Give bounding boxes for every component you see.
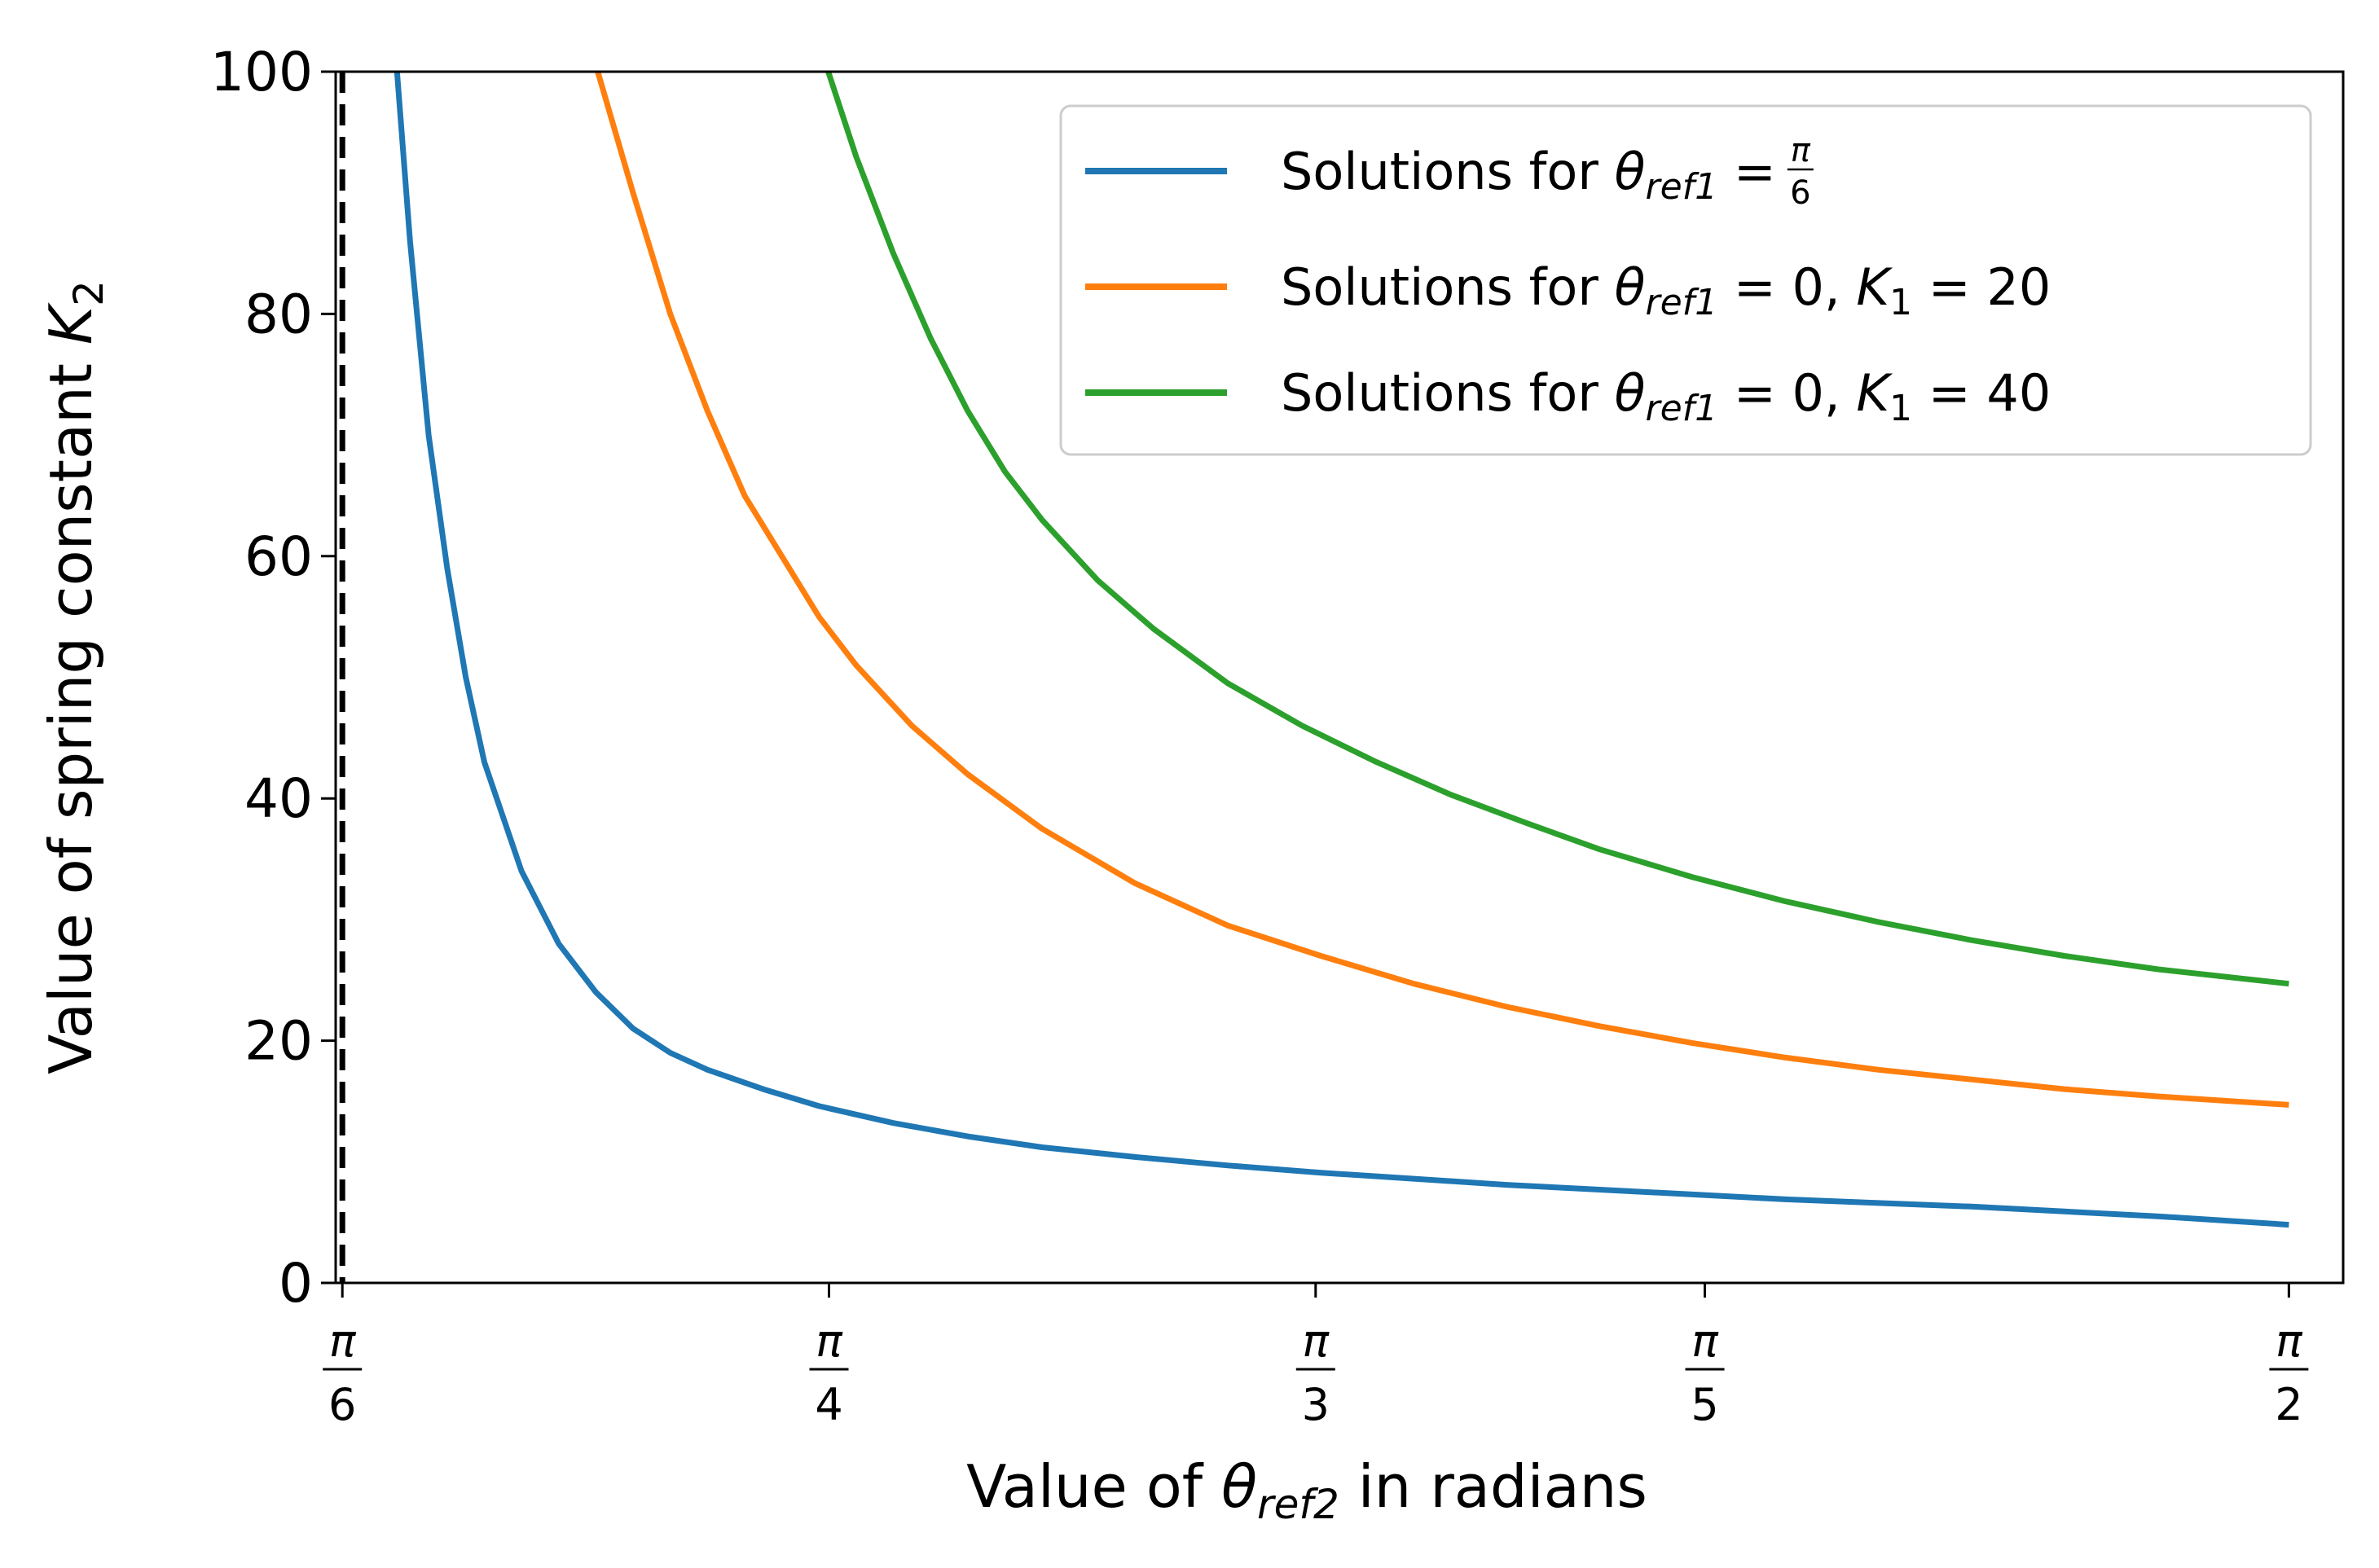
x-tick-denominator: 3 (1302, 1379, 1330, 1430)
y-ticks: 0 20 40 60 80 100 (210, 41, 336, 1315)
x-tick-numerator: π (2276, 1315, 2303, 1367)
x-tick-numerator: π (1691, 1315, 1719, 1367)
y-tick-label: 100 (210, 41, 313, 103)
series-line-3 (825, 72, 2289, 987)
x-tick-denominator: 4 (815, 1379, 842, 1430)
x-tick-denominator: 5 (1691, 1379, 1718, 1430)
legend-fraction-denominator: 6 (1790, 174, 1810, 212)
y-tick-label: 60 (244, 525, 313, 588)
legend: Solutions for θref1 = π 6 Solutions for θr… (1059, 104, 2312, 456)
series-line-1 (394, 72, 2289, 1228)
y-axis-label: Value of spring constant K2 (37, 280, 112, 1074)
x-tick-numerator: π (329, 1315, 357, 1367)
series-group (394, 72, 2289, 1228)
plot-frame (334, 70, 2345, 1285)
x-axis-label: Value of θref2 in radians (966, 1452, 1647, 1528)
x-tick-denominator: 2 (2275, 1379, 2302, 1430)
y-tick-label: 80 (244, 283, 313, 345)
x-tick-numerator: π (816, 1315, 843, 1367)
series-line-2 (595, 72, 2289, 1108)
legend-label-3: Solutions for θref1 = 0, K1 = 40 (1281, 363, 2051, 429)
x-axis-label-text: Value of θref2 in radians (966, 1452, 1647, 1528)
legend-label-1: Solutions for θref1 = (1281, 142, 1776, 208)
y-tick-label: 40 (244, 767, 313, 830)
x-tick-denominator: 6 (328, 1379, 356, 1430)
y-tick-label: 0 (279, 1252, 313, 1315)
x-tick-numerator: π (1303, 1315, 1330, 1367)
x-ticks: π 6 π 4 π 3 π 5 π 2 (323, 1283, 2309, 1430)
legend-label-2: Solutions for θref1 = 0, K1 = 20 (1281, 257, 2051, 323)
legend-box (1059, 104, 2312, 456)
legend-fraction-numerator: π (1791, 132, 1811, 169)
y-tick-label: 20 (244, 1010, 313, 1073)
y-axis-label-text: Value of spring constant K2 (37, 280, 112, 1074)
